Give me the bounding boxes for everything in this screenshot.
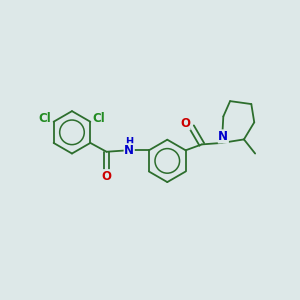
Text: N: N: [218, 130, 228, 143]
Text: O: O: [101, 170, 112, 183]
Text: N: N: [124, 144, 134, 157]
Text: O: O: [180, 117, 190, 130]
Text: Cl: Cl: [38, 112, 51, 125]
Text: Cl: Cl: [93, 112, 106, 125]
Text: H: H: [125, 137, 133, 147]
